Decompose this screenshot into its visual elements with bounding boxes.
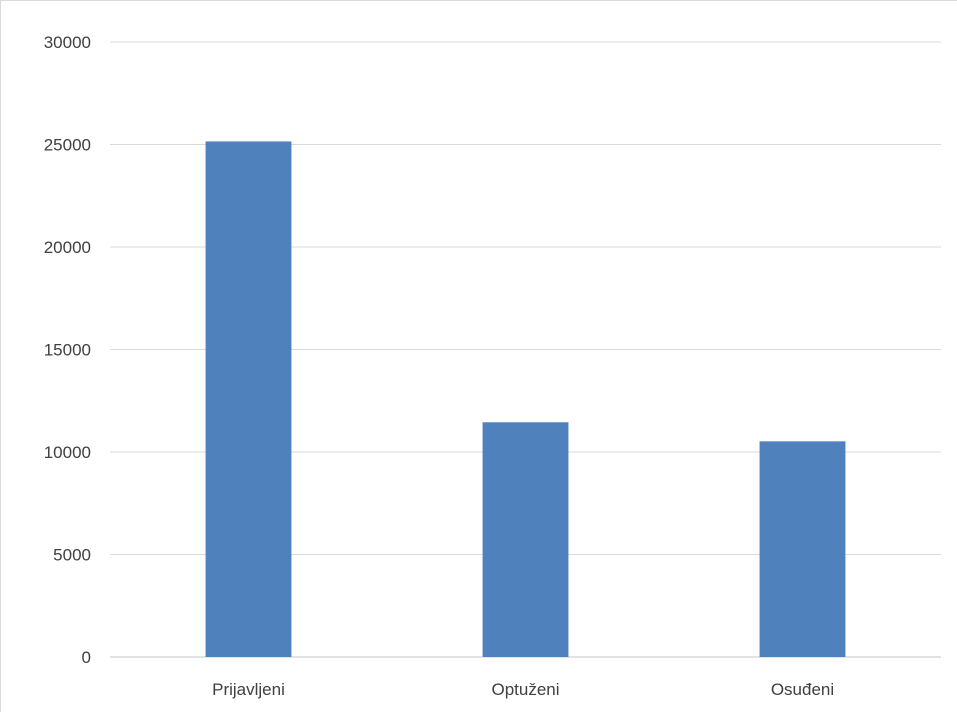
y-tick-label: 20000	[44, 238, 91, 257]
y-tick-label: 30000	[44, 33, 91, 52]
x-axis-tick-labels: Prijavljeni Optuženi Osuđeni	[212, 680, 834, 699]
y-tick-label: 5000	[53, 546, 91, 565]
x-tick-label: Optuženi	[491, 680, 559, 699]
x-tick-label: Osuđeni	[771, 680, 834, 699]
x-tick-label: Prijavljeni	[212, 680, 285, 699]
bar-3	[759, 441, 846, 657]
y-tick-label: 15000	[44, 341, 91, 360]
y-tick-label: 25000	[44, 136, 91, 155]
y-tick-label: 0	[82, 648, 91, 667]
bar-2	[482, 422, 569, 657]
bar-1	[205, 141, 292, 658]
y-tick-label: 10000	[44, 443, 91, 462]
y-axis-tick-labels: 0 5000 10000 15000 20000 25000 30000	[44, 33, 91, 667]
bars	[205, 141, 846, 658]
